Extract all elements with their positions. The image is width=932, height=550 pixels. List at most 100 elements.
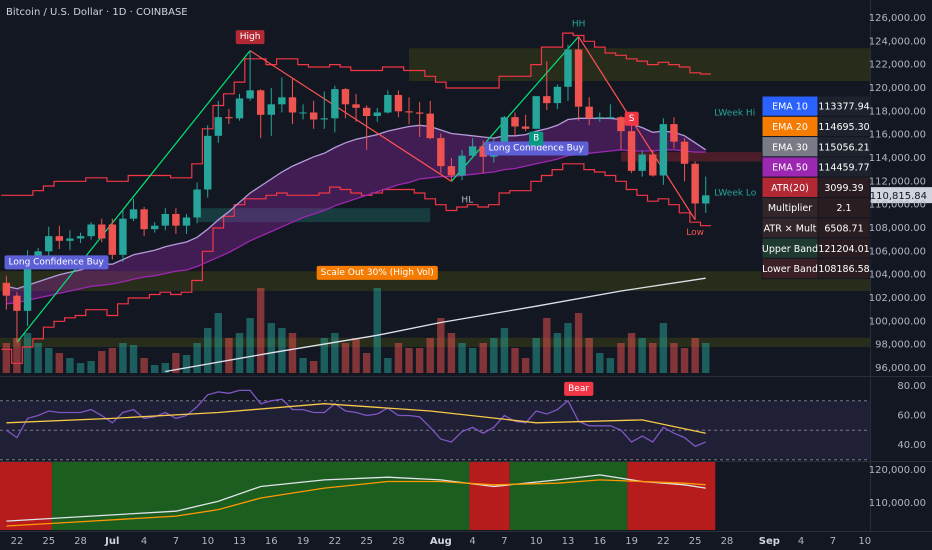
annotation-label: HL: [461, 195, 473, 205]
price-pane: High HH HL Low LWeek Hi LWeek Lo Long Confiden…: [0, 19, 870, 373]
candle-body: [553, 86, 562, 104]
volume-bar: [384, 358, 392, 373]
axes: EMA 10 113377.94 EMA 20 114695.30 EMA 30 1150…: [11, 13, 932, 547]
zone: [197, 208, 431, 223]
volume-bar: [521, 358, 530, 373]
candle-body: [511, 117, 519, 127]
volume-bar: [352, 338, 360, 373]
candle-body: [331, 89, 339, 119]
candle-body: [426, 113, 434, 139]
x-tick-label: 4: [141, 536, 147, 547]
candle-body: [638, 154, 646, 171]
y-tick-label: 110,000.00: [869, 498, 926, 509]
candle-body: [13, 295, 21, 311]
candle-body: [45, 236, 53, 252]
volume-bar: [479, 343, 487, 373]
volume-bar: [320, 338, 328, 373]
volume-bar: [415, 348, 424, 373]
x-tick-label: 7: [501, 536, 507, 547]
volume-bar: [670, 343, 678, 373]
indicator-line: [6, 479, 706, 527]
annotation-label: High: [240, 32, 261, 42]
volume-bar: [341, 343, 350, 373]
x-tick-label: 4: [469, 536, 475, 547]
volume-bar: [511, 348, 519, 373]
candle-body: [256, 90, 265, 115]
volume-bar: [182, 355, 191, 373]
zone: [620, 152, 870, 162]
candle-body: [320, 118, 328, 120]
volume-bar: [13, 338, 21, 373]
volume-bar: [437, 318, 445, 373]
annotation-tag: [564, 381, 594, 396]
volume-bar: [172, 353, 180, 373]
table-label: ATR × Mult: [764, 223, 817, 234]
volume-bar: [140, 358, 148, 373]
annotation-tag: [529, 131, 544, 146]
volume-bar: [55, 353, 64, 373]
volume-bar: [649, 343, 657, 373]
y-tick-label: 80.00: [897, 381, 926, 392]
table-value: 3099.39: [824, 183, 863, 194]
candle-body: [437, 138, 445, 167]
x-tick-label: 13: [562, 536, 575, 547]
volume-bar: [76, 363, 85, 373]
candle-body: [680, 141, 689, 164]
y-tick-label: 98,000.00: [875, 340, 926, 351]
table-label: EMA 20: [772, 122, 808, 133]
x-tick-label: 10: [858, 536, 871, 547]
table-label: ATR(20): [771, 183, 809, 194]
volume-bar: [309, 361, 318, 373]
candle-body: [119, 218, 127, 255]
candle-body: [352, 104, 360, 108]
table-value: 114459.77: [818, 163, 869, 174]
candle-body: [617, 117, 625, 132]
candle-body: [394, 94, 403, 112]
y-tick-label: 114,000.00: [869, 153, 926, 164]
volume-bar: [98, 351, 106, 373]
y-tick-label: 100,000.00: [869, 316, 926, 327]
y-tick-label: 106,000.00: [869, 246, 926, 257]
candle-body: [596, 117, 604, 119]
x-tick-label: Jul: [104, 536, 119, 547]
volume-bar: [596, 353, 604, 373]
volume-bar: [66, 358, 74, 373]
x-tick-label: Sep: [759, 536, 780, 547]
y-tick-label: 118,000.00: [869, 106, 926, 117]
y-tick-label: 40.00: [897, 440, 926, 451]
table-label: EMA 10: [772, 102, 808, 113]
volume-bar: [129, 345, 138, 373]
table-value-cell: [817, 257, 871, 280]
volume-bar: [34, 343, 42, 373]
volume-bar: [119, 343, 127, 373]
volume-bar: [691, 338, 699, 373]
candle-body: [649, 154, 657, 176]
y-tick-label: 116,000.00: [869, 130, 926, 141]
x-tick-label: 19: [625, 536, 638, 547]
candle-body: [182, 217, 191, 226]
volume-bar: [680, 348, 689, 373]
chart-title: Bitcoin / U.S. Dollar · 1D · COINBASE: [6, 7, 188, 18]
candle-body: [76, 236, 85, 239]
volume-bar: [405, 348, 413, 373]
candle-body: [129, 209, 138, 219]
volume-bar: [458, 343, 466, 373]
annotation-tag: [484, 141, 589, 156]
volume-bar: [574, 313, 583, 373]
indicator-line: [165, 277, 706, 373]
zigzag-segment: [450, 36, 580, 182]
x-tick-label: 25: [42, 536, 55, 547]
volume-bar: [702, 343, 710, 373]
candle-body: [193, 189, 201, 218]
candle-body: [415, 112, 424, 114]
x-tick-label: 28: [721, 536, 734, 547]
volume-bar: [585, 338, 593, 373]
table-value: 114695.30: [818, 122, 869, 133]
indicator-line: [6, 389, 706, 448]
table-label: EMA 50: [772, 163, 808, 174]
y-tick-label: 124,000.00: [869, 36, 926, 47]
x-tick-label: 19: [297, 536, 310, 547]
table-value: 115056.21: [818, 142, 869, 153]
